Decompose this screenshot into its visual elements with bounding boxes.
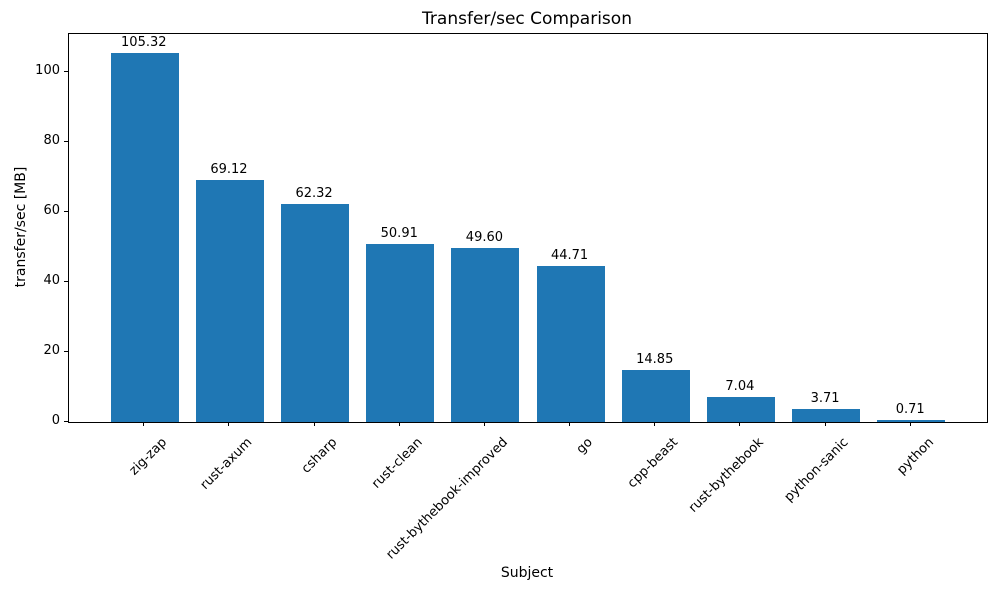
x-tick-mark [483, 422, 485, 426]
plot-area [68, 33, 988, 423]
x-axis-label: Subject [500, 565, 554, 581]
x-tick-label: rust-axum [197, 435, 256, 493]
y-tick-mark [64, 210, 68, 212]
x-tick-mark [228, 422, 230, 426]
bar [791, 409, 861, 422]
y-tick-mark [64, 280, 68, 282]
chart-title: Transfer/sec Comparison [422, 9, 632, 29]
bar [281, 203, 350, 422]
bar-value-label: 62.32 [295, 185, 333, 201]
x-tick-label: cpp-beast [625, 435, 682, 492]
x-tick-mark [143, 422, 145, 426]
y-tick-mark [64, 350, 68, 352]
bar-value-label: 0.71 [895, 401, 925, 417]
x-tick-mark [654, 422, 656, 426]
y-tick-label: 0 [51, 413, 60, 428]
y-tick-mark [64, 140, 68, 142]
x-tick-mark [313, 422, 315, 426]
bar-value-label: 3.71 [810, 391, 840, 406]
y-tick-mark [64, 70, 68, 72]
x-tick-mark [909, 422, 911, 426]
x-tick-label: python [894, 435, 937, 478]
x-tick-mark [398, 422, 400, 426]
bar-value-label: 69.12 [210, 162, 248, 178]
bar-value-label: 7.04 [725, 379, 755, 395]
x-tick-mark [824, 422, 826, 426]
x-tick-label: go [574, 435, 597, 458]
x-tick-label: csharp [299, 435, 341, 477]
bar [110, 53, 179, 422]
bar [366, 243, 435, 422]
y-tick-label: 20 [43, 343, 60, 358]
x-tick-mark [569, 422, 571, 426]
bar-value-label: 44.71 [550, 247, 589, 263]
y-tick-mark [64, 420, 68, 422]
bar [877, 419, 946, 422]
y-tick-label: 100 [35, 63, 60, 78]
x-tick-label: python-sanic [781, 435, 852, 505]
x-tick-label: zig-zap [126, 435, 171, 479]
bar [706, 397, 775, 422]
x-tick-mark [739, 422, 741, 426]
bar [536, 265, 605, 422]
y-axis-label: transfer/sec [MB] [13, 166, 29, 288]
x-tick-label: rust-bythebook [685, 435, 767, 516]
y-tick-label: 80 [43, 133, 60, 148]
bar-value-label: 49.60 [465, 230, 504, 246]
y-tick-label: 40 [43, 273, 60, 288]
bar [195, 180, 264, 422]
bar-value-label: 105.32 [121, 35, 167, 51]
bar [451, 248, 520, 422]
x-tick-label: rust-clean [369, 435, 426, 492]
bar-value-label: 14.85 [636, 352, 674, 368]
bar [621, 370, 690, 422]
y-tick-label: 60 [43, 203, 60, 218]
bar-value-label: 50.91 [380, 225, 418, 241]
